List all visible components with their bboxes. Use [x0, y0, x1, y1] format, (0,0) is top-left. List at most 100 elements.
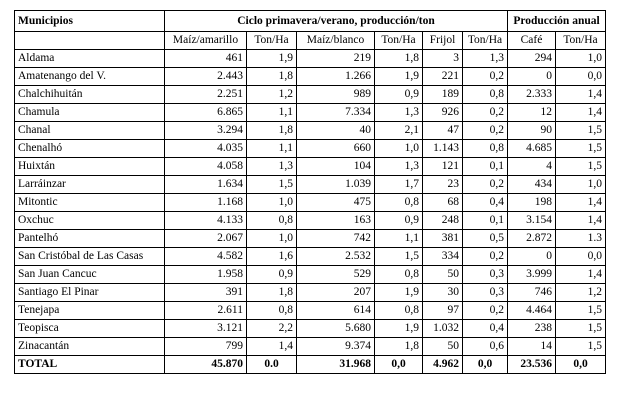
- subheader-cell: Ton/Ha: [374, 31, 423, 50]
- table-cell: 0,1: [462, 157, 508, 176]
- municipio-name: Pantelhó: [14, 229, 165, 248]
- table-cell: 1,0: [555, 49, 606, 68]
- table-cell: 0,9: [374, 85, 423, 104]
- table-cell: 6.865: [164, 103, 247, 122]
- municipio-name: San Cristóbal de Las Casas: [14, 247, 165, 266]
- header-row: Municipios Ciclo primavera/verano, produ…: [14, 10, 606, 32]
- table-cell: 1,9: [374, 283, 423, 302]
- table-cell: 1,3: [374, 103, 423, 122]
- table-cell: 2.532: [296, 247, 375, 266]
- table-cell: 121: [422, 157, 463, 176]
- table-cell: 1.143: [422, 139, 463, 158]
- table-cell: 1,3: [462, 49, 508, 68]
- subheader-cell: Maíz/blanco: [296, 31, 375, 50]
- ciclo-header: Ciclo primavera/verano, producción/ton: [164, 10, 508, 32]
- production-table: Municipios Ciclo primavera/verano, produ…: [14, 10, 606, 374]
- table-cell: 1,2: [555, 283, 606, 302]
- table-cell: 219: [296, 49, 375, 68]
- table-cell: 742: [296, 229, 375, 248]
- table-row: Amatenango del V. 2.443 1,8 1.266 1,9 221 0,2 0…: [14, 67, 606, 86]
- table-cell: 90: [507, 121, 556, 140]
- total-cell: 0,0: [462, 355, 508, 374]
- table-cell: 1,4: [555, 193, 606, 212]
- table-cell: 1,1: [246, 139, 297, 158]
- total-cell: 31.968: [296, 355, 375, 374]
- table-cell: 334: [422, 247, 463, 266]
- table-cell: 1,8: [374, 49, 423, 68]
- table-cell: 1,8: [246, 67, 297, 86]
- table-cell: 7.334: [296, 103, 375, 122]
- table-cell: 1,8: [374, 337, 423, 356]
- table-cell: 9.374: [296, 337, 375, 356]
- municipio-name: Santiago El Pinar: [14, 283, 165, 302]
- table-cell: 3.294: [164, 121, 247, 140]
- total-cell: 0,0: [555, 355, 606, 374]
- table-cell: 0,2: [462, 301, 508, 320]
- table-cell: 2.443: [164, 67, 247, 86]
- table-cell: 989: [296, 85, 375, 104]
- municipio-name: Oxchuc: [14, 211, 165, 230]
- table-cell: 1.032: [422, 319, 463, 338]
- table-cell: 97: [422, 301, 463, 320]
- subheader-cell: Maíz/amarillo: [164, 31, 247, 50]
- table-cell: 1,5: [555, 157, 606, 176]
- table-cell: 4: [507, 157, 556, 176]
- municipio-name: Chamula: [14, 103, 165, 122]
- table-cell: 0,2: [462, 175, 508, 194]
- table-cell: 1.634: [164, 175, 247, 194]
- table-cell: 1,4: [555, 265, 606, 284]
- table-cell: 1,4: [246, 337, 297, 356]
- table-cell: 207: [296, 283, 375, 302]
- table-cell: 1,5: [555, 319, 606, 338]
- table-cell: 0,9: [374, 211, 423, 230]
- table-cell: 2.251: [164, 85, 247, 104]
- table-cell: 1,5: [555, 301, 606, 320]
- table-container: Municipios Ciclo primavera/verano, produ…: [14, 10, 606, 374]
- table-cell: 926: [422, 103, 463, 122]
- table-cell: 68: [422, 193, 463, 212]
- table-row: Chalchihuitán 2.251 1,2 989 0,9 189 0,8 2.333 1,…: [14, 85, 606, 104]
- table-cell: 1,9: [246, 49, 297, 68]
- table-cell: 2.333: [507, 85, 556, 104]
- table-cell: 1.266: [296, 67, 375, 86]
- table-cell: 1,8: [246, 283, 297, 302]
- table-cell: 0,1: [462, 211, 508, 230]
- table-cell: 1,1: [246, 103, 297, 122]
- municipios-header: Municipios: [14, 10, 165, 32]
- table-cell: 2,2: [246, 319, 297, 338]
- table-cell: 1,9: [374, 67, 423, 86]
- table-row: San Cristóbal de Las Casas 4.582 1,6 2.532 1…: [14, 247, 606, 266]
- table-cell: 1,9: [374, 319, 423, 338]
- municipio-name: San Juan Cancuc: [14, 265, 165, 284]
- empty-subheader-cell: [14, 31, 165, 50]
- table-cell: 163: [296, 211, 375, 230]
- table-cell: 221: [422, 67, 463, 86]
- table-cell: 475: [296, 193, 375, 212]
- table-cell: 23: [422, 175, 463, 194]
- table-body: Aldama 461 1,9 219 1,8 3 1,3 294 1,0 Amatenango d…: [14, 49, 606, 356]
- table-cell: 198: [507, 193, 556, 212]
- table-cell: 1,6: [246, 247, 297, 266]
- table-cell: 799: [164, 337, 247, 356]
- total-cell: 45.870: [164, 355, 247, 374]
- table-cell: 0,8: [374, 265, 423, 284]
- municipio-name: Chalchihuitán: [14, 85, 165, 104]
- table-row: Aldama 461 1,9 219 1,8 3 1,3 294 1,0: [14, 49, 606, 68]
- table-row: Oxchuc 4.133 0,8 163 0,9 248 0,1 3.154 1,4: [14, 211, 606, 230]
- table-cell: 5.680: [296, 319, 375, 338]
- table-cell: 381: [422, 229, 463, 248]
- table-cell: 4.685: [507, 139, 556, 158]
- municipio-name: Amatenango del V.: [14, 67, 165, 86]
- subheader-row: Maíz/amarillo Ton/Ha Maíz/blanco Ton/Ha …: [14, 31, 606, 50]
- table-cell: 40: [296, 121, 375, 140]
- table-cell: 529: [296, 265, 375, 284]
- table-cell: 461: [164, 49, 247, 68]
- table-row: Chenalhó 4.035 1,1 660 1,0 1.143 0,8 4.685 1,5: [14, 139, 606, 158]
- subheader-cell: Ton/Ha: [246, 31, 297, 50]
- table-row: Chanal 3.294 1,8 40 2,1 47 0,2 90 1,5: [14, 121, 606, 140]
- table-cell: 294: [507, 49, 556, 68]
- table-row: Zinacantán 799 1,4 9.374 1,8 50 0,6 14 1,5: [14, 337, 606, 356]
- table-cell: 12: [507, 103, 556, 122]
- table-cell: 1,1: [374, 229, 423, 248]
- table-row: Chamula 6.865 1,1 7.334 1,3 926 0,2 12 1,4: [14, 103, 606, 122]
